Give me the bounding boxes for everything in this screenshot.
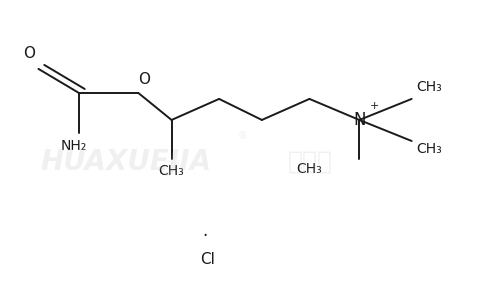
Text: CH₃: CH₃ [416,80,441,95]
Text: Cl: Cl [199,252,214,267]
Text: HUAXUEJIA: HUAXUEJIA [41,148,212,176]
Text: ®: ® [238,132,247,141]
Text: CH₃: CH₃ [296,162,322,176]
Text: CH₃: CH₃ [416,143,441,156]
Text: NH₂: NH₂ [61,140,87,154]
Text: O: O [138,72,150,87]
Text: N: N [352,111,365,129]
Text: CH₃: CH₃ [158,163,184,177]
Text: ·: · [202,227,207,244]
Text: O: O [23,47,35,62]
Text: +: + [369,101,378,111]
Text: 化学加: 化学加 [288,150,332,174]
